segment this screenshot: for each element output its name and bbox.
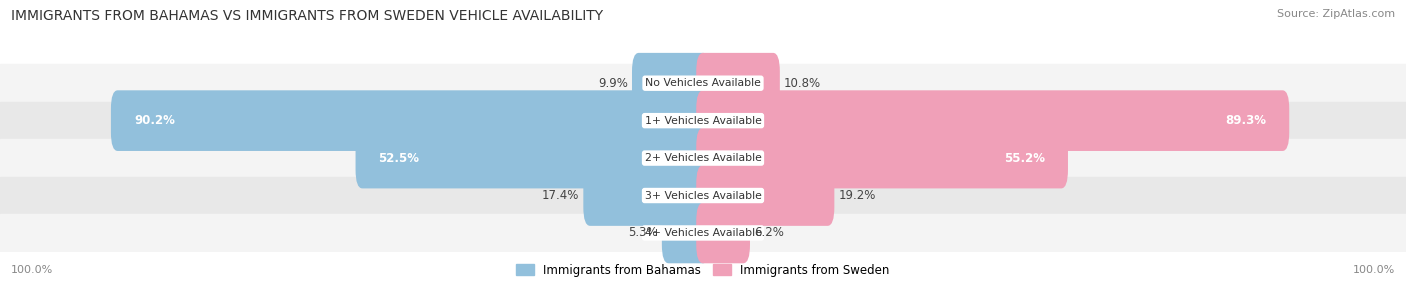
Text: 17.4%: 17.4%: [541, 189, 579, 202]
Legend: Immigrants from Bahamas, Immigrants from Sweden: Immigrants from Bahamas, Immigrants from…: [513, 260, 893, 280]
FancyBboxPatch shape: [696, 165, 834, 226]
Text: IMMIGRANTS FROM BAHAMAS VS IMMIGRANTS FROM SWEDEN VEHICLE AVAILABILITY: IMMIGRANTS FROM BAHAMAS VS IMMIGRANTS FR…: [11, 9, 603, 23]
Text: 6.2%: 6.2%: [754, 227, 785, 239]
Text: 1+ Vehicles Available: 1+ Vehicles Available: [644, 116, 762, 126]
FancyBboxPatch shape: [633, 53, 710, 114]
Text: 52.5%: 52.5%: [378, 152, 419, 164]
FancyBboxPatch shape: [662, 203, 710, 263]
Bar: [0, 177, 1406, 214]
Text: No Vehicles Available: No Vehicles Available: [645, 78, 761, 88]
Text: 5.3%: 5.3%: [628, 227, 658, 239]
Text: 100.0%: 100.0%: [1353, 265, 1395, 275]
Text: 55.2%: 55.2%: [1004, 152, 1045, 164]
Text: Source: ZipAtlas.com: Source: ZipAtlas.com: [1277, 9, 1395, 19]
Text: 3+ Vehicles Available: 3+ Vehicles Available: [644, 190, 762, 200]
Text: 4+ Vehicles Available: 4+ Vehicles Available: [644, 228, 762, 238]
FancyBboxPatch shape: [356, 128, 710, 188]
FancyBboxPatch shape: [583, 165, 710, 226]
Text: 2+ Vehicles Available: 2+ Vehicles Available: [644, 153, 762, 163]
Text: 100.0%: 100.0%: [11, 265, 53, 275]
Text: 90.2%: 90.2%: [134, 114, 174, 127]
FancyBboxPatch shape: [696, 128, 1069, 188]
Bar: [0, 64, 1406, 102]
Bar: [0, 139, 1406, 177]
Text: 89.3%: 89.3%: [1225, 114, 1267, 127]
FancyBboxPatch shape: [111, 90, 710, 151]
FancyBboxPatch shape: [696, 53, 780, 114]
FancyBboxPatch shape: [696, 203, 749, 263]
Text: 9.9%: 9.9%: [598, 77, 628, 90]
FancyBboxPatch shape: [696, 90, 1289, 151]
Bar: [0, 214, 1406, 252]
Bar: [0, 102, 1406, 139]
Text: 10.8%: 10.8%: [785, 77, 821, 90]
Text: 19.2%: 19.2%: [838, 189, 876, 202]
